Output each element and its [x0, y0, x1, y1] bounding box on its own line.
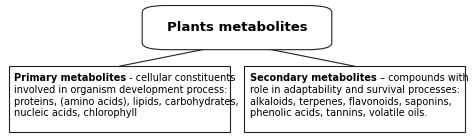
Text: - cellular constituents: - cellular constituents: [127, 73, 236, 83]
Text: Secondary metabolites: Secondary metabolites: [250, 73, 376, 83]
Text: – compounds with: – compounds with: [376, 73, 468, 83]
Text: role in adaptability and survival processes:
alkaloids, terpenes, flavonoids, sa: role in adaptability and survival proces…: [250, 85, 460, 118]
Text: involved in organism development process:
proteins, (amino acids), lipids, carbo: involved in organism development process…: [14, 85, 239, 118]
Text: Primary metabolites: Primary metabolites: [14, 73, 127, 83]
Text: Plants metabolites: Plants metabolites: [167, 21, 307, 34]
FancyBboxPatch shape: [142, 6, 332, 50]
FancyBboxPatch shape: [9, 66, 230, 132]
FancyBboxPatch shape: [244, 66, 465, 132]
